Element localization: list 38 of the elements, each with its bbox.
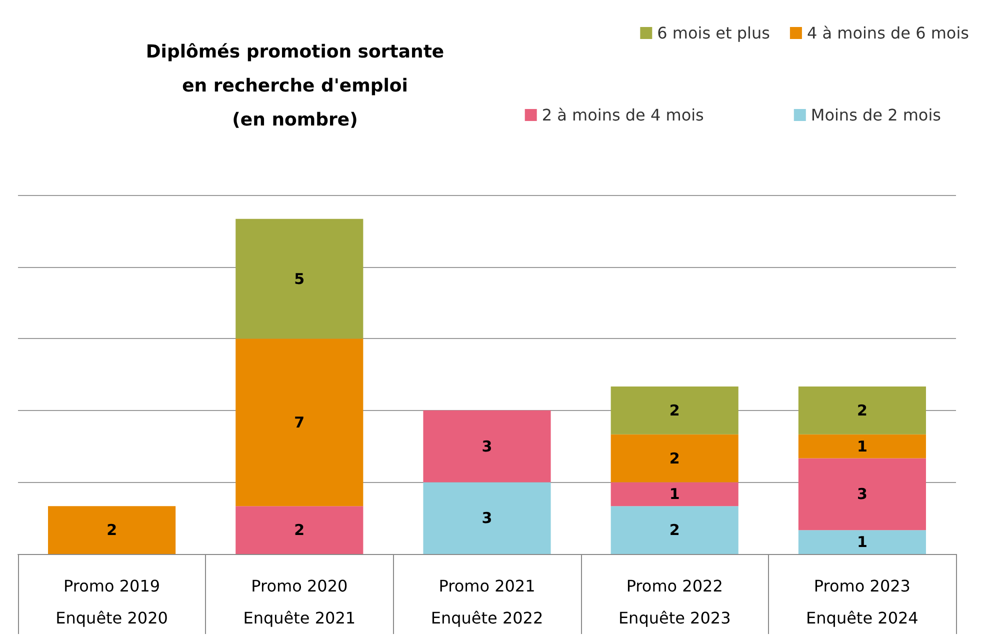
legend-label: 6 mois et plus [657,24,770,42]
chart-title: Diplômés promotion sortante en recherche d'emploi (en nombre) [146,42,444,130]
data-label: 2 [856,401,868,420]
data-label: 1 [856,533,868,552]
data-label: 3 [856,485,868,504]
data-label: 2 [669,521,680,540]
legend-label: Moins de 2 mois [810,106,941,124]
data-label: 1 [856,437,868,456]
bar [610,434,738,482]
bar [236,506,364,554]
bar [798,458,926,530]
data-label: 2 [106,521,118,540]
x-tick-label: Promo 2022 Enquête 2023 [618,576,731,628]
data-label: 3 [482,437,492,456]
data-label: 3 [482,509,492,528]
x-tick-label: Promo 2020 Enquête 2021 [243,576,356,628]
bar [798,530,926,554]
data-label: 7 [294,413,305,432]
bar [236,218,364,339]
bar [610,386,738,434]
bar [798,434,926,458]
bar [798,386,926,434]
data-label: 2 [294,521,305,540]
x-tick-label: Promo 2019 Enquête 2020 [56,576,168,628]
data-label: 1 [669,485,680,504]
bar [48,506,176,554]
bar [423,482,551,554]
data-label: 5 [294,270,305,288]
bar [610,506,738,554]
bar [236,338,364,506]
data-label: 2 [669,449,680,468]
bar [423,410,551,482]
x-tick-label: Promo 2023 Enquête 2024 [806,576,918,628]
legend-label: 2 à moins de 4 mois [542,106,704,124]
bar [610,482,738,506]
data-label: 2 [669,401,680,420]
x-tick-label: Promo 2021 Enquête 2022 [430,576,544,628]
legend-label: 4 à moins de 6 mois [806,24,969,42]
